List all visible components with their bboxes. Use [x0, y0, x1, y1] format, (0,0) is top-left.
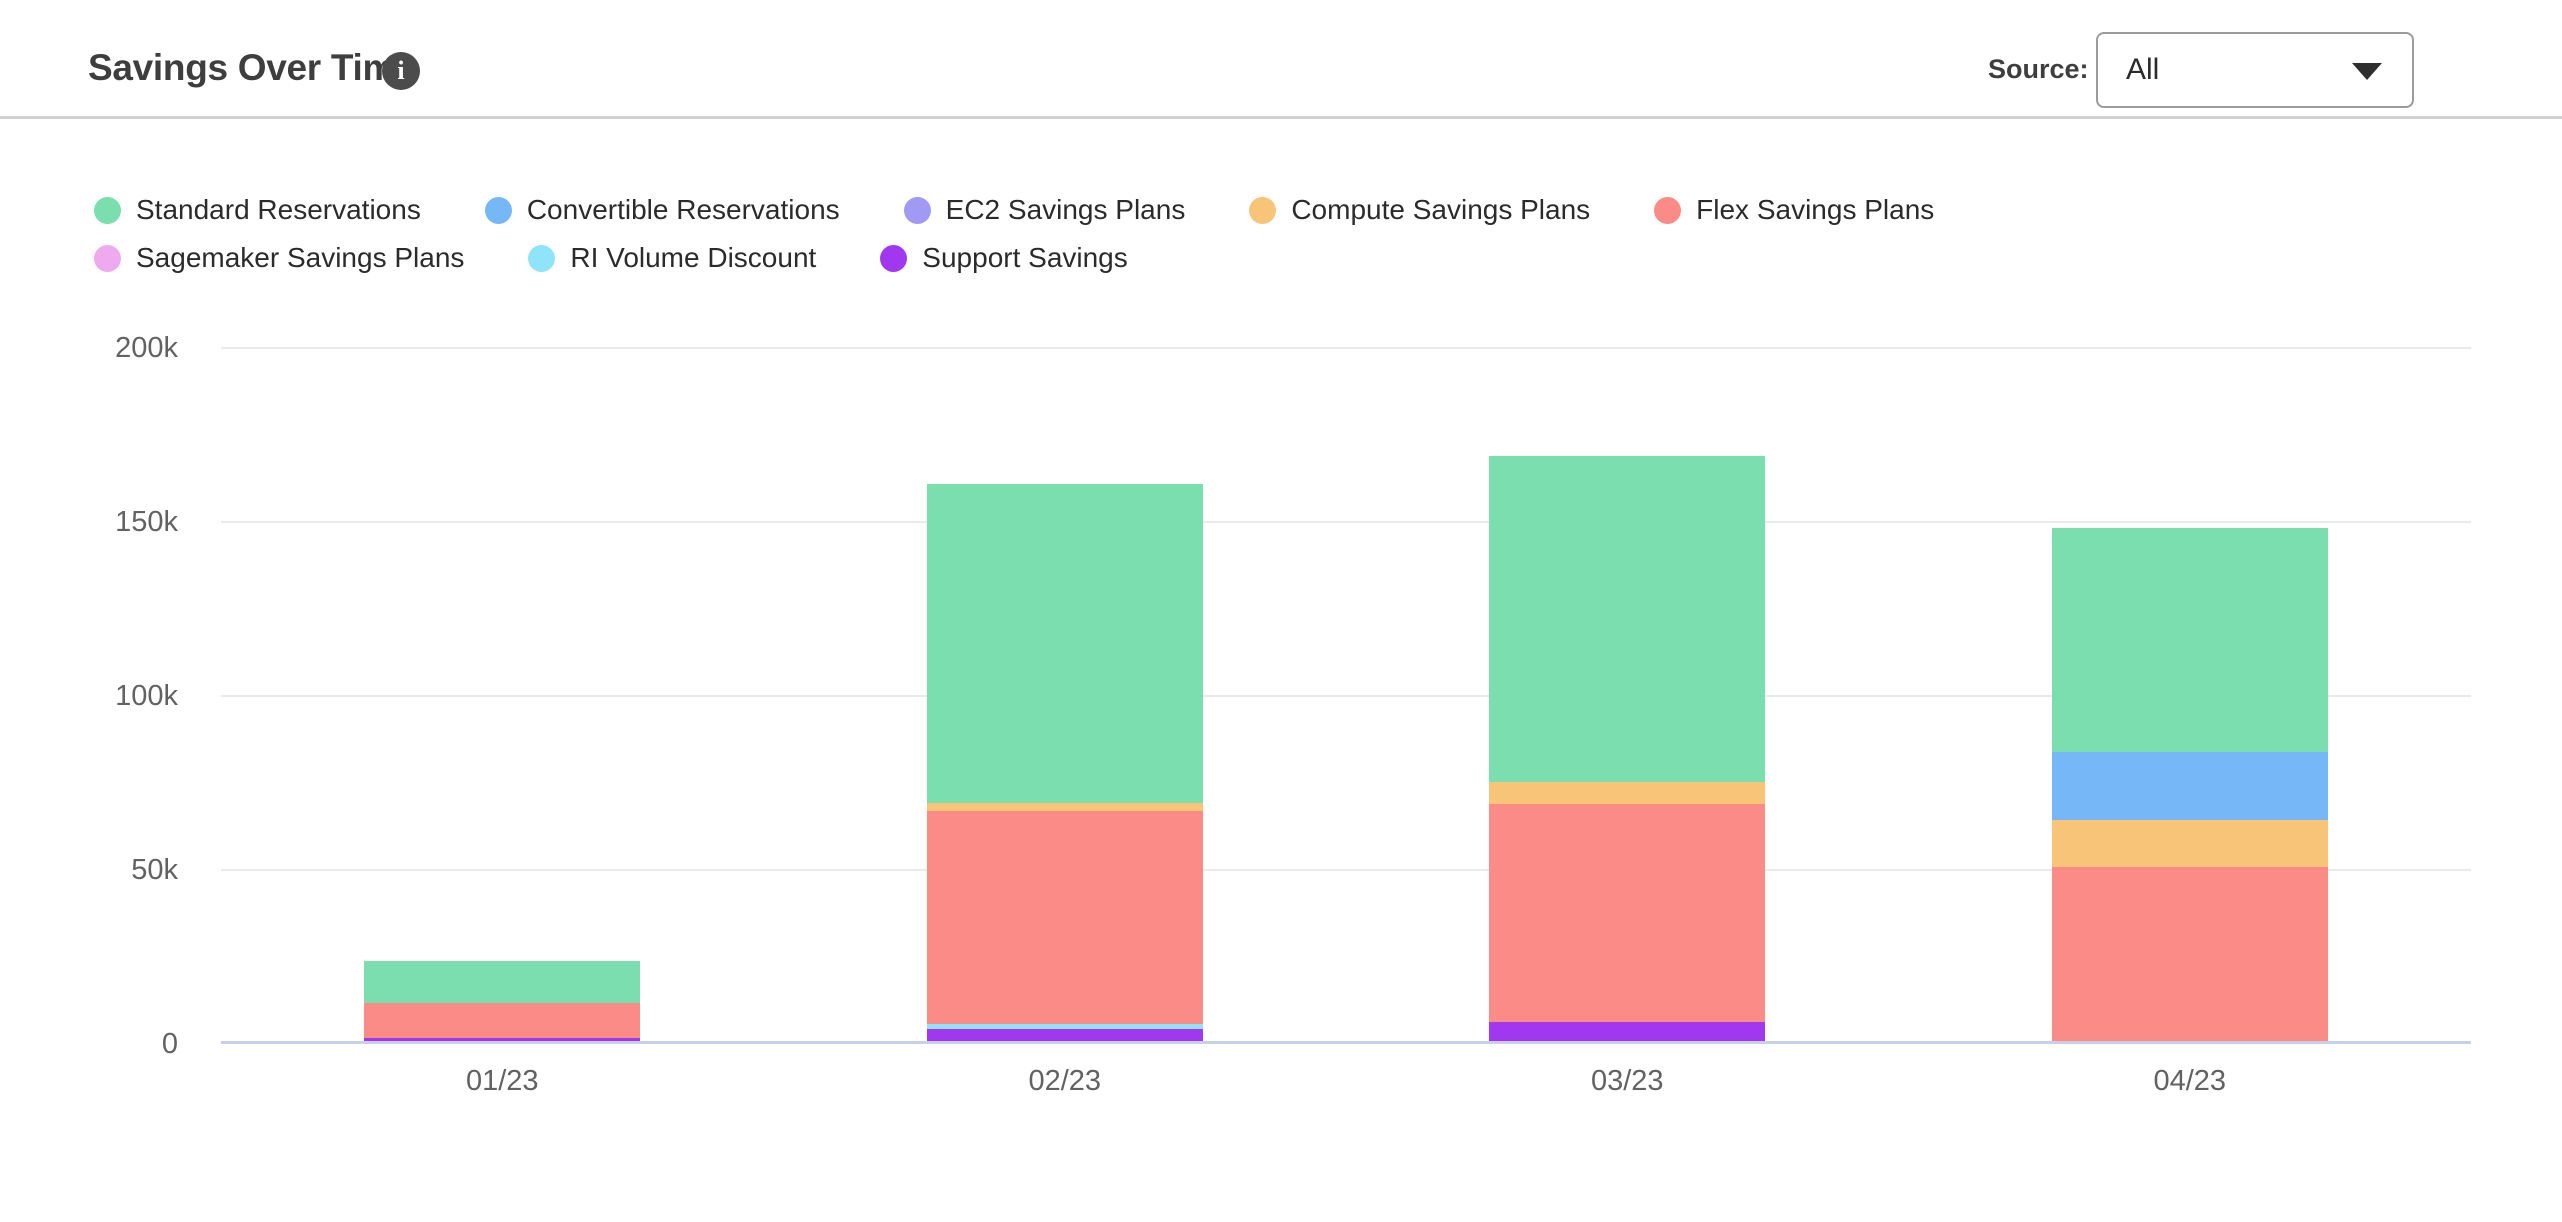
gridline-150k [221, 521, 2471, 523]
legend-swatch-icon [1249, 196, 1277, 224]
bar-segment-support-savings-01-23[interactable] [364, 1037, 641, 1041]
legend-item-sagemaker-savings-plans[interactable]: Sagemaker Savings Plans [94, 242, 464, 274]
legend-swatch-icon [94, 244, 121, 272]
bar-segment-flex-savings-plans-04-23[interactable] [2051, 867, 2328, 1041]
legend-label: Standard Reservations [136, 194, 421, 225]
chevron-down-icon [2352, 63, 2382, 80]
info-icon-glyph: i [397, 56, 405, 85]
y-axis-tick-50k: 50k [131, 854, 178, 886]
legend-item-ec2-savings-plans[interactable]: EC2 Savings Plans [903, 194, 1186, 226]
x-axis-tick-02-23: 02/23 [1028, 1065, 1102, 1097]
bar-segment-flex-savings-plans-02-23[interactable] [926, 811, 1203, 1024]
source-label: Source: [1988, 54, 2089, 84]
legend-item-ri-volume-discount[interactable]: RI Volume Discount [528, 242, 816, 274]
legend-label: Flex Savings Plans [1696, 194, 1935, 225]
y-axis-tick-200k: 200k [115, 332, 178, 364]
legend-label: RI Volume Discount [570, 242, 817, 273]
bar-segment-compute-savings-plans-02-23[interactable] [926, 802, 1203, 812]
info-icon[interactable]: i [382, 52, 420, 90]
y-axis-tick-100k: 100k [115, 680, 178, 712]
legend-item-support-savings[interactable]: Support Savings [880, 242, 1128, 274]
legend-swatch-icon [880, 244, 908, 272]
bar-segment-support-savings-02-23[interactable] [926, 1028, 1203, 1041]
legend-swatch-icon [903, 196, 931, 224]
legend-swatch-icon [528, 244, 556, 272]
legend-label: Compute Savings Plans [1291, 194, 1591, 225]
legend-swatch-icon [94, 196, 121, 224]
legend-item-flex-savings-plans[interactable]: Flex Savings Plans [1654, 194, 1934, 226]
x-axis-tick-04-23: 04/23 [2153, 1065, 2227, 1097]
bar-segment-compute-savings-plans-03-23[interactable] [1489, 781, 1766, 805]
y-axis-tick-0: 0 [161, 1028, 178, 1060]
legend-item-convertible-reservations[interactable]: Convertible Reservations [484, 194, 840, 226]
legend-item-standard-reservations[interactable]: Standard Reservations [94, 194, 421, 226]
legend-row: Standard Reservations Convertible Reserva… [94, 186, 1934, 234]
legend-swatch-icon [484, 196, 512, 224]
y-axis-tick-150k: 150k [115, 506, 178, 538]
legend-label: Support Savings [922, 242, 1128, 273]
legend-label: EC2 Savings Plans [945, 194, 1186, 225]
bar-segment-convertible-reservations-04-23[interactable] [2051, 752, 2328, 821]
legend-row: Sagemaker Savings Plans RI Volume Discoun… [94, 234, 1934, 282]
header-divider [0, 116, 2562, 119]
chart-plot [221, 347, 2471, 1044]
x-axis-tick-03-23: 03/23 [1590, 1065, 1664, 1097]
bar-segment-support-savings-03-23[interactable] [1489, 1021, 1766, 1041]
gridline-200k [221, 347, 2471, 349]
legend-swatch-icon [1654, 196, 1682, 224]
gridline-50k [221, 869, 2471, 871]
bar-segment-compute-savings-plans-04-23[interactable] [2051, 820, 2328, 867]
bar-segment-ri-volume-discount-02-23[interactable] [926, 1023, 1203, 1029]
bar-segment-standard-reservations-03-23[interactable] [1489, 456, 1766, 782]
legend-item-compute-savings-plans[interactable]: Compute Savings Plans [1249, 194, 1590, 226]
bar-segment-flex-savings-plans-03-23[interactable] [1489, 804, 1766, 1022]
bar-segment-flex-savings-plans-01-23[interactable] [364, 1002, 641, 1038]
gridline-100k [221, 695, 2471, 697]
bar-segment-standard-reservations-01-23[interactable] [364, 960, 641, 1003]
x-axis-baseline [221, 1041, 2471, 1044]
legend-label: Sagemaker Savings Plans [136, 242, 465, 273]
bar-segment-standard-reservations-02-23[interactable] [926, 484, 1203, 803]
chart-legend: Standard Reservations Convertible Reserva… [94, 186, 1934, 282]
source-dropdown[interactable]: All [2096, 32, 2414, 108]
page-title: Savings Over Time [88, 47, 416, 88]
bar-segment-standard-reservations-04-23[interactable] [2051, 527, 2328, 753]
x-axis-tick-01-23: 01/23 [465, 1065, 539, 1097]
legend-label: Convertible Reservations [526, 194, 840, 225]
source-dropdown-value: All [2126, 53, 2160, 86]
